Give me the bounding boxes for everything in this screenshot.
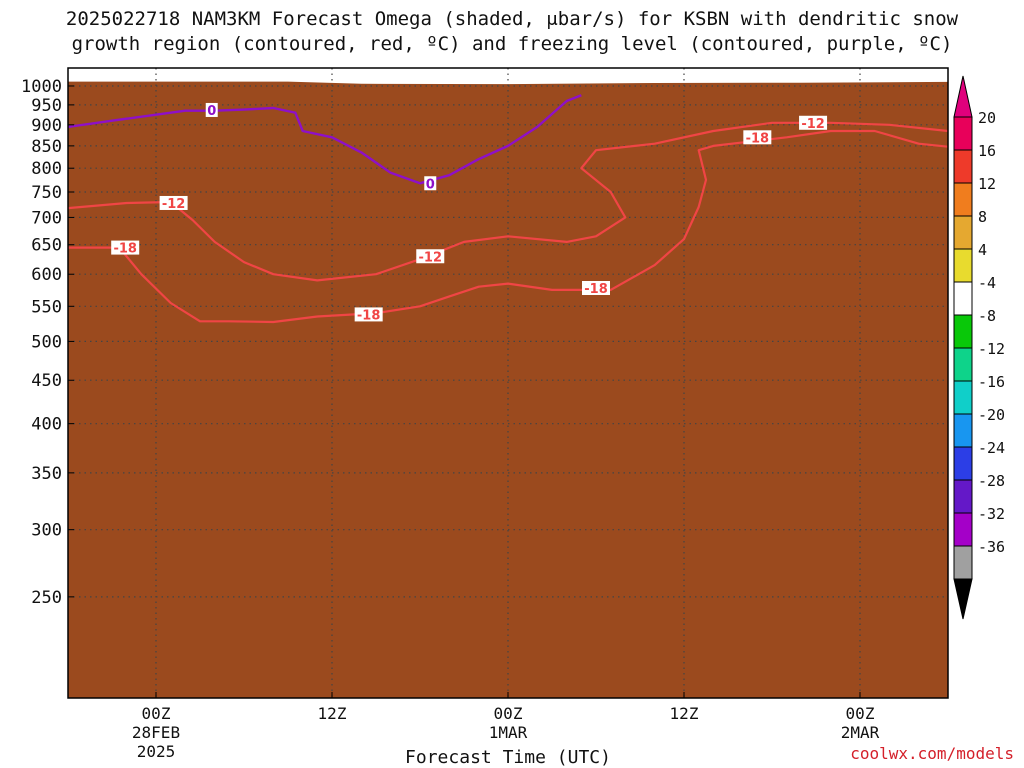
- x-tick-label-1-0: 12Z: [318, 704, 347, 723]
- y-tick-label-700: 700: [31, 208, 62, 228]
- credit-text: coolwx.com/models: [850, 744, 1014, 763]
- colorbar: 20 16 12 8 4 -4 -8 -12 -16 -20 -24 -28 -32 -36: [953, 75, 1005, 620]
- colorbar-segment-9: [953, 413, 973, 448]
- y-tick-label-600: 600: [31, 265, 62, 285]
- colorbar-segment-3: [953, 215, 973, 250]
- contour-label-2: -18: [357, 308, 381, 323]
- colorbar-label-3: 8: [978, 208, 987, 226]
- colorbar-segment-10: [953, 446, 973, 481]
- colorbar-segment-7: [953, 347, 973, 382]
- colorbar-label-7: -12: [978, 340, 1005, 358]
- x-tick-label-2-0: 00Z: [494, 704, 523, 723]
- colorbar-segment-11: [953, 479, 973, 514]
- colorbar-label-10: -24: [978, 439, 1005, 457]
- x-tick-label-0-2: 2025: [137, 742, 176, 761]
- colorbar-label-6: -8: [978, 307, 996, 325]
- colorbar-label-13: -36: [978, 538, 1005, 556]
- contour-label-bg-0: [111, 240, 140, 255]
- contour-label-bg-4: [582, 280, 610, 295]
- y-tick-label-500: 500: [31, 332, 62, 352]
- y-tick-label-250: 250: [31, 588, 62, 608]
- contour-label-3: -12: [419, 250, 443, 265]
- y-tick-label-300: 300: [31, 521, 62, 541]
- contour-label-bg-1: [159, 195, 188, 210]
- colorbar-label-12: -32: [978, 505, 1005, 523]
- y-tick-label-1000: 1000: [21, 77, 62, 97]
- freezing-level-line: [68, 94, 582, 185]
- colorbar-top-arrow: [953, 75, 973, 118]
- colorbar-segment-4: [953, 248, 973, 283]
- x-axis-title: Forecast Time (UTC): [405, 747, 611, 768]
- colorbar-label-9: -20: [978, 406, 1005, 424]
- colorbar-label-2: 12: [978, 175, 996, 193]
- colorbar-label-5: -4: [978, 274, 996, 292]
- colorbar-segment-6: [953, 314, 973, 349]
- contour-label-bg-8: [424, 176, 437, 191]
- colorbar-bottom-arrow: [953, 578, 973, 620]
- contour-label-bg-7: [205, 102, 218, 117]
- colorbar-label-1: 16: [978, 142, 996, 160]
- contour-label-bg-3: [416, 249, 445, 264]
- x-tick-label-2-1: 1MAR: [489, 723, 528, 742]
- colorbar-label-4: 4: [978, 241, 987, 259]
- colorbar-segment-8: [953, 380, 973, 415]
- y-tick-label-450: 450: [31, 371, 62, 391]
- contour-label-7: 0: [207, 104, 216, 119]
- x-tick-label-3-0: 12Z: [670, 704, 699, 723]
- y-tick-label-900: 900: [31, 116, 62, 136]
- isotherm-line-minus12-1: [68, 121, 948, 282]
- y-tick-label-800: 800: [31, 159, 62, 179]
- y-tick-label-750: 750: [31, 183, 62, 203]
- chart-title-line2: growth region (contoured, red, ºC) and f…: [71, 33, 953, 55]
- contour-label-5: -18: [746, 131, 770, 146]
- y-tick-label-400: 400: [31, 415, 62, 435]
- x-tick-label-4-1: 2MAR: [841, 723, 880, 742]
- contour-label-bg-6: [799, 115, 828, 130]
- colorbar-segment-2: [953, 182, 973, 217]
- contour-label-4: -18: [584, 282, 608, 297]
- contour-labels: -18 -12 -18 -12 -18 -18 -12 0 0: [111, 102, 828, 323]
- contour-label-6: -12: [801, 117, 825, 132]
- colorbar-label-8: -16: [978, 373, 1005, 391]
- colorbar-segment-13: [953, 545, 973, 580]
- grid-lines: [68, 68, 948, 698]
- colorbar-segment-5: [953, 281, 973, 316]
- contour-label-0: -18: [113, 242, 137, 257]
- contour-label-bg-2: [354, 307, 383, 322]
- colorbar-segment-12: [953, 512, 973, 547]
- y-tick-label-950: 950: [31, 96, 62, 116]
- y-axis: 2503003504004505005506006507007508008509…: [21, 77, 74, 608]
- colorbar-label-11: -28: [978, 472, 1005, 490]
- chart-title-line1: 2025022718 NAM3KM Forecast Omega (shaded…: [65, 8, 959, 30]
- colorbar-label-0: 20: [978, 109, 996, 127]
- y-tick-label-550: 550: [31, 297, 62, 317]
- contour-label-8: 0: [426, 177, 435, 192]
- y-tick-label-350: 350: [31, 464, 62, 484]
- ground-terrain: [68, 81, 948, 698]
- colorbar-segment-0: [953, 116, 973, 151]
- x-tick-label-4-0: 00Z: [846, 704, 875, 723]
- contour-label-1: -12: [162, 197, 186, 212]
- x-tick-label-0-0: 00Z: [142, 704, 171, 723]
- ground-fill: [68, 81, 948, 698]
- colorbar-segment-1: [953, 149, 973, 184]
- y-tick-label-850: 850: [31, 137, 62, 157]
- x-tick-label-0-1: 28FEB: [132, 723, 180, 742]
- y-tick-label-650: 650: [31, 236, 62, 256]
- contour-label-bg-5: [743, 130, 772, 145]
